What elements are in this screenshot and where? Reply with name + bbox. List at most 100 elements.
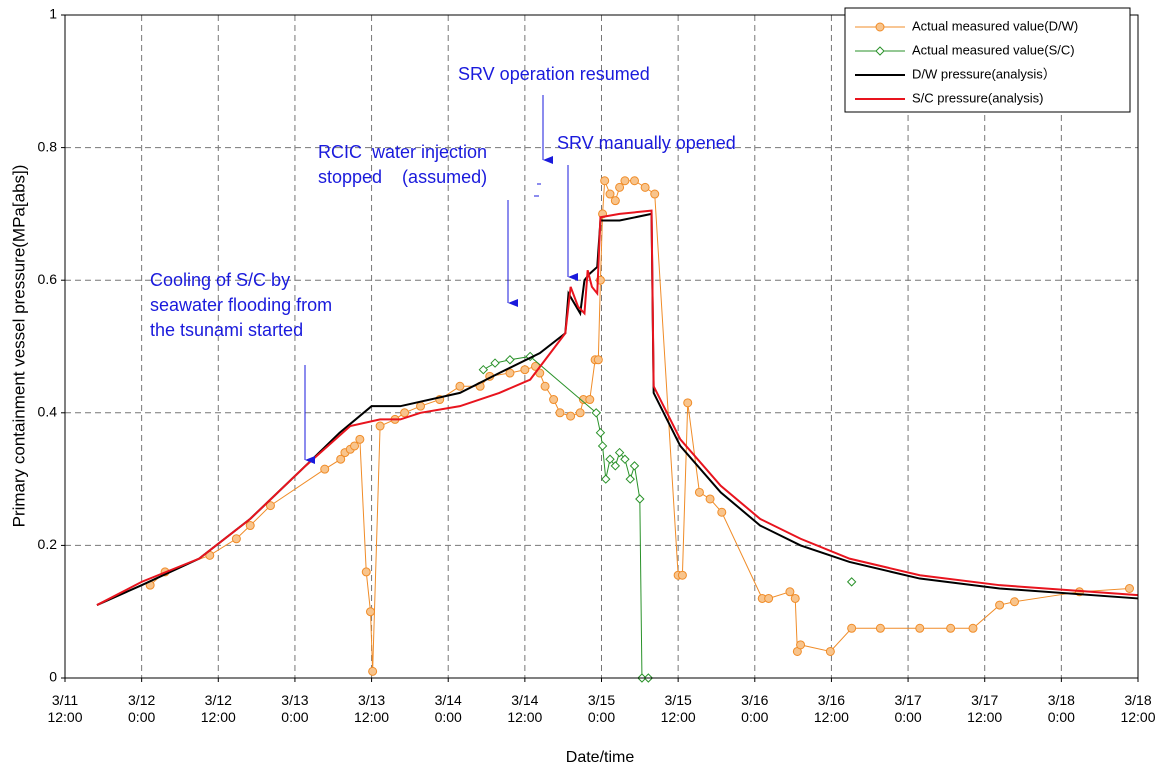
x-tick-label: 3/11 12:00: [47, 692, 83, 725]
data-point: [629, 176, 639, 186]
annotation: SRV operation resumed: [458, 62, 650, 87]
data-point: [790, 593, 800, 603]
data-point: [875, 623, 885, 633]
annotation-line: RCIC water injection: [318, 142, 488, 162]
data-point: [490, 358, 500, 368]
series-line: [96, 209, 1139, 606]
series-line: [96, 212, 1139, 606]
data-point: [785, 587, 795, 597]
legend-label: Actual measured value(D/W): [912, 18, 1078, 33]
data-point: [796, 640, 806, 650]
x-tick-label: 3/16 12:00: [813, 692, 849, 725]
data-point: [650, 189, 660, 199]
x-tick-label: 3/18 12:00: [1120, 692, 1156, 725]
y-tick-label: 1: [49, 6, 57, 22]
data-point: [478, 364, 489, 375]
data-point: [566, 411, 576, 421]
data-point: [610, 196, 620, 206]
data-point: [968, 623, 978, 633]
data-point: [875, 22, 885, 32]
data-point: [605, 454, 615, 464]
data-point: [764, 593, 774, 603]
annotation-line: the tsunami started: [150, 320, 304, 340]
data-point: [629, 461, 640, 471]
data-point: [694, 487, 704, 497]
x-tick-label: 3/15 0:00: [587, 692, 616, 725]
y-tick-label: 0.8: [38, 138, 58, 154]
data-point: [231, 534, 241, 544]
annotation-line: stopped (assumed): [318, 167, 488, 187]
data-point: [875, 46, 885, 56]
x-tick-label: 3/15 12:00: [660, 692, 696, 725]
data-point: [265, 501, 275, 511]
data-point: [555, 408, 565, 418]
legend: [844, 7, 1131, 113]
legend-label: D/W pressure(analysis）: [912, 66, 1056, 81]
x-tick-label: 3/12 0:00: [128, 692, 156, 725]
data-point: [375, 421, 385, 431]
data-point: [605, 189, 615, 199]
data-point: [455, 381, 465, 391]
legend-label: Actual measured value(S/C): [912, 42, 1075, 57]
data-point: [245, 521, 255, 531]
data-point: [336, 454, 346, 464]
data-point: [585, 395, 595, 405]
data-point: [595, 427, 606, 438]
data-point: [549, 395, 559, 405]
data-point: [320, 464, 330, 474]
data-point: [683, 398, 693, 408]
data-point: [505, 368, 515, 378]
annotation: RCIC water injection stopped (assumed): [318, 140, 487, 190]
x-axis-label: Date/time: [566, 749, 635, 766]
y-tick-label: 0.4: [38, 404, 58, 420]
data-point: [350, 441, 360, 451]
data-point: [635, 494, 645, 504]
series-line: [149, 180, 1130, 672]
x-tick-label: 3/13 12:00: [354, 692, 390, 725]
data-point: [540, 381, 550, 391]
data-point: [575, 408, 585, 418]
data-point: [368, 666, 378, 676]
data-point: [705, 494, 715, 504]
data-point: [915, 623, 925, 633]
x-tick-label: 3/12 12:00: [200, 692, 236, 725]
annotation-line: SRV operation resumed: [458, 64, 650, 84]
data-point: [615, 182, 625, 192]
legend-label: S/C pressure(analysis): [912, 90, 1044, 105]
data-point: [400, 408, 410, 418]
annotation-line: seawater flooding from: [150, 295, 333, 315]
x-tick-label: 3/14 0:00: [434, 692, 462, 725]
data-point: [946, 623, 956, 633]
data-point: [825, 646, 835, 656]
x-tick-label: 3/16 0:00: [741, 692, 769, 725]
data-point: [1010, 597, 1020, 607]
annotation: Cooling of S/C by seawater flooding from t…: [150, 268, 332, 343]
data-point: [366, 607, 376, 617]
data-point: [597, 441, 608, 451]
y-tick-label: 0: [49, 669, 57, 685]
data-point: [416, 401, 426, 411]
data-point: [717, 507, 727, 517]
data-point: [593, 355, 603, 365]
x-tick-label: 3/17 12:00: [967, 692, 1003, 725]
data-point: [1124, 583, 1134, 593]
data-point: [625, 474, 635, 484]
data-point: [614, 447, 625, 458]
x-tick-label: 3/17 0:00: [894, 692, 922, 725]
data-point: [846, 577, 857, 587]
data-point: [640, 182, 650, 192]
data-point: [355, 434, 365, 444]
x-tick-label: 3/18 0:00: [1047, 692, 1075, 725]
y-tick-label: 0.6: [38, 271, 58, 287]
data-point: [591, 408, 601, 418]
annotation-line: Cooling of S/C by: [150, 270, 291, 290]
annotation: SRV manually opened: [557, 131, 736, 156]
data-point: [520, 365, 530, 375]
data-point: [847, 623, 857, 633]
data-point: [600, 176, 610, 186]
data-point: [610, 461, 621, 471]
x-tick-label: 3/13 0:00: [281, 692, 309, 725]
data-point: [620, 176, 630, 186]
